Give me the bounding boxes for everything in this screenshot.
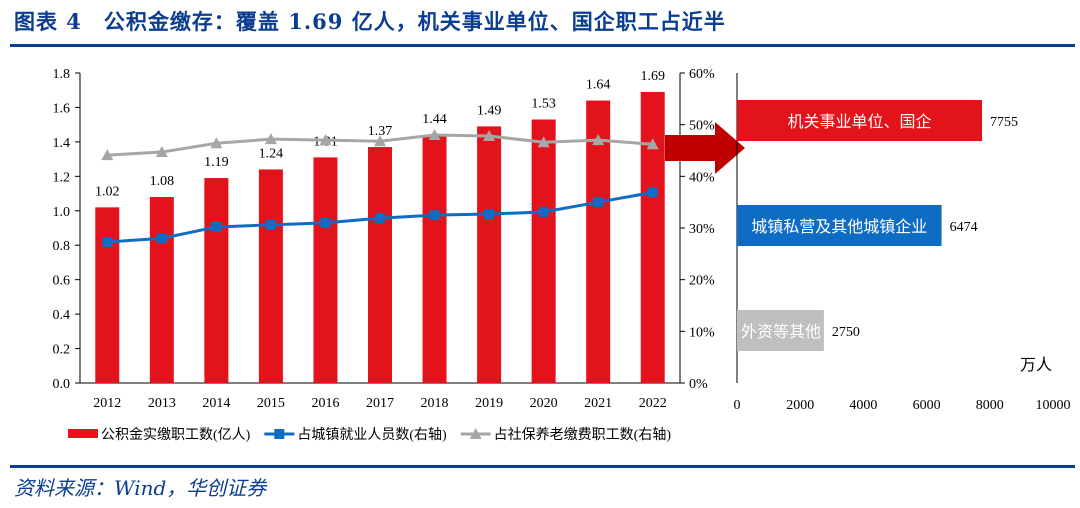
line-marker — [155, 146, 168, 158]
right-tick-label: 60% — [689, 67, 715, 82]
left-tick-label: 0.0 — [53, 377, 71, 392]
hbar-value-label: 7755 — [990, 115, 1018, 130]
line-marker — [264, 133, 277, 145]
hbar-category-label: 机关事业单位、国企 — [788, 113, 932, 131]
line-marker — [592, 134, 605, 146]
right-tick-label: 20% — [689, 274, 715, 289]
line-marker — [374, 135, 386, 147]
line-marker — [265, 219, 276, 230]
x-tick-label: 2000 — [786, 398, 814, 413]
line-marker — [156, 233, 167, 244]
legend-label: 占城镇就业人员数(右轴) — [297, 427, 447, 443]
hbar — [737, 100, 983, 141]
bar — [586, 100, 611, 384]
bar-label: 1.08 — [150, 174, 175, 189]
bar-label: 1.69 — [640, 69, 665, 84]
bar — [531, 119, 556, 383]
bar-label: 1.37 — [368, 124, 393, 139]
left-tick-label: 1.8 — [53, 67, 71, 82]
x-tick-label: 2018 — [421, 396, 449, 411]
bar — [95, 207, 120, 383]
bar — [368, 147, 392, 383]
line-marker — [593, 197, 604, 208]
line-marker — [319, 134, 332, 146]
line-marker — [538, 206, 549, 217]
source-note: 资料来源：Wind，华创证券 — [14, 476, 267, 500]
right-tick-label: 0% — [689, 377, 708, 392]
bar — [204, 178, 229, 383]
line-marker — [537, 136, 550, 148]
left-tick-label: 1.2 — [53, 170, 71, 185]
bar-label: 1.64 — [586, 78, 611, 93]
x-tick-label: 2016 — [311, 396, 339, 411]
line-marker — [646, 138, 659, 150]
line-marker — [320, 217, 331, 228]
line-marker — [101, 149, 114, 161]
x-tick-label: 6000 — [913, 398, 941, 413]
bar — [640, 91, 665, 383]
x-tick-label: 2013 — [148, 396, 176, 411]
title-divider — [10, 44, 1075, 47]
left-tick-label: 0.2 — [53, 343, 71, 358]
hbar — [737, 310, 824, 351]
line-marker — [210, 137, 223, 149]
x-tick-label: 4000 — [849, 398, 877, 413]
bar — [477, 126, 502, 383]
right-tick-label: 30% — [689, 222, 715, 237]
left-tick-label: 1.0 — [53, 205, 71, 220]
bar — [258, 169, 283, 383]
left-tick-label: 0.8 — [53, 239, 71, 254]
bar — [149, 197, 174, 383]
bar-label: 1.19 — [204, 155, 229, 170]
line-marker — [375, 213, 385, 224]
bar — [422, 135, 447, 383]
hbar-category-label: 城镇私营及其他城镇企业 — [751, 218, 927, 236]
x-tick-label: 2020 — [530, 396, 558, 411]
bar-label: 1.02 — [95, 184, 120, 199]
x-tick-label: 10000 — [1036, 398, 1071, 413]
bar-label: 1.53 — [531, 97, 556, 112]
legend-label: 公积金实缴职工数(亿人) — [101, 427, 251, 443]
line-marker — [102, 236, 113, 247]
line-marker — [483, 130, 496, 142]
bar-label: 1.49 — [477, 103, 502, 118]
hbar-value-label: 6474 — [950, 220, 978, 235]
line-marker — [428, 129, 441, 140]
line-marker — [484, 209, 495, 220]
x-tick-label: 0 — [734, 398, 741, 413]
line-marker — [647, 187, 658, 198]
x-tick-label: 2021 — [584, 396, 612, 411]
x-tick-label: 2012 — [93, 396, 121, 411]
left-tick-label: 0.6 — [53, 274, 71, 289]
line-marker — [429, 210, 440, 221]
arrow-icon — [665, 122, 745, 174]
left-tick-label: 1.4 — [53, 136, 71, 151]
unit-label: 万人 — [1020, 356, 1052, 374]
x-tick-label: 2015 — [257, 396, 285, 411]
right-tick-label: 50% — [689, 119, 715, 134]
legend-marker — [469, 428, 482, 439]
x-tick-label: 8000 — [976, 398, 1004, 413]
right-tick-label: 10% — [689, 325, 715, 340]
left-tick-label: 1.6 — [53, 101, 71, 116]
x-tick-label: 2017 — [366, 396, 394, 411]
legend-marker — [274, 429, 285, 439]
legend-swatch — [68, 429, 98, 438]
hbar-category-label: 外资等其他 — [741, 323, 821, 341]
bar-label: 1.44 — [422, 112, 447, 127]
hbar-value-label: 2750 — [832, 325, 860, 340]
hbar — [737, 205, 942, 246]
line-marker — [211, 221, 222, 232]
x-tick-label: 2014 — [202, 396, 230, 411]
footer-divider — [10, 465, 1075, 468]
bar-label: 1.24 — [259, 146, 284, 161]
x-tick-label: 2019 — [475, 396, 503, 411]
bar — [313, 157, 338, 383]
figure-title: 图表 4 公积金缴存：覆盖 1.69 亿人，机关事业单位、国企职工占近半 — [14, 9, 726, 34]
left-tick-label: 0.4 — [53, 308, 71, 323]
legend-label: 占社保养老缴费职工数(右轴) — [494, 427, 672, 443]
x-tick-label: 2022 — [639, 396, 667, 411]
right-tick-label: 40% — [689, 170, 715, 185]
